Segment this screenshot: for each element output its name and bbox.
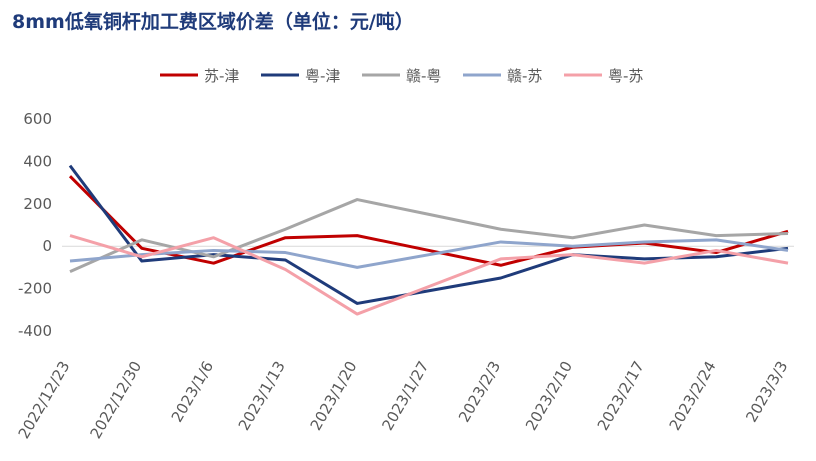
x-tick-label: 2023/1/6 xyxy=(168,358,217,425)
legend-label: 苏-津 xyxy=(204,67,239,85)
x-tick-label: 2023/3/3 xyxy=(742,358,791,425)
x-tick-label: 2023/2/10 xyxy=(522,358,576,434)
x-tick-label: 2023/1/27 xyxy=(378,358,432,434)
x-tick-label: 2023/2/3 xyxy=(455,358,504,425)
legend-label: 赣-粤 xyxy=(406,67,441,85)
y-tick-label: 0 xyxy=(42,237,52,255)
y-tick-label: 600 xyxy=(23,110,52,128)
series-line xyxy=(69,234,789,316)
chart-title: 8mm低氧铜杆加工费区域价差（单位：元/吨） xyxy=(12,10,414,33)
x-tick-label: 2022/12/23 xyxy=(15,358,74,442)
series-line xyxy=(69,238,789,269)
y-tick-label: 400 xyxy=(23,152,52,170)
legend-label: 粤-津 xyxy=(305,67,340,85)
x-tick-label: 2023/2/17 xyxy=(594,358,648,434)
y-tick-label: 200 xyxy=(23,195,52,213)
x-tick-label: 2023/1/20 xyxy=(307,358,361,434)
series-line xyxy=(69,198,789,274)
legend-label: 粤-苏 xyxy=(608,67,643,85)
y-tick-label: -400 xyxy=(18,322,52,340)
legend-label: 赣-苏 xyxy=(507,67,542,85)
y-tick-label: -200 xyxy=(18,280,52,298)
x-tick-label: 2023/2/24 xyxy=(666,358,720,434)
series-line xyxy=(68,164,789,305)
x-tick-label: 2022/12/30 xyxy=(86,358,145,442)
x-tick-label: 2023/1/13 xyxy=(235,358,289,434)
